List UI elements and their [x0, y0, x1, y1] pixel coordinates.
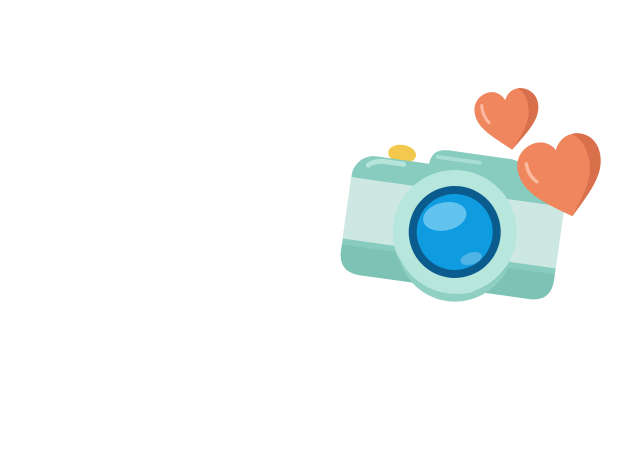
- heart-small-shadow: [512, 88, 539, 150]
- camera-icon: [340, 144, 565, 302]
- heart-small-highlight: [480, 104, 491, 125]
- heart-large-shadow: [571, 133, 601, 217]
- shutter-button: [388, 144, 416, 164]
- heart-icon-small: [474, 88, 539, 150]
- lens-ring-shadow: [398, 254, 511, 302]
- heart-large-highlight: [524, 162, 539, 184]
- lens-highlight-large: [423, 202, 467, 231]
- camera-top-hump-highlight: [436, 154, 482, 165]
- lens-highlight-small: [460, 251, 482, 266]
- camera-body-highlight: [365, 158, 407, 168]
- heart-icon-large: [517, 133, 601, 217]
- heart-large-shape: [517, 133, 601, 217]
